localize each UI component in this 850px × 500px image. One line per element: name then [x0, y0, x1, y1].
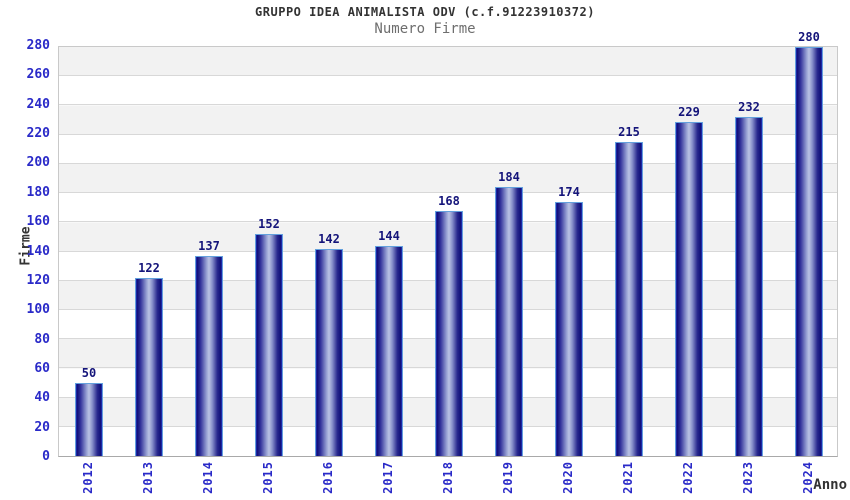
x-tick-2022: 2022 [658, 461, 718, 499]
bar-2019 [495, 187, 523, 456]
x-tick-2016: 2016 [298, 461, 358, 499]
bar-slot-2013: 122 [119, 47, 179, 456]
gridline [59, 133, 837, 135]
bar-slot-2012: 50 [59, 47, 119, 456]
y-tick-label: 180 [26, 184, 50, 200]
chart-title: GRUPPO IDEA ANIMALISTA ODV (c.f.91223910… [255, 5, 595, 19]
y-tick-label: 160 [26, 214, 50, 230]
y-tick-label: 120 [26, 272, 50, 288]
bar-2016 [315, 248, 343, 456]
chart-subtitle: Numero Firme [374, 21, 476, 37]
x-tick-2020: 2020 [538, 461, 598, 499]
bar-value-label: 137 [198, 238, 220, 253]
bar-2024 [795, 47, 823, 456]
bar-slot-2019: 184 [479, 47, 539, 456]
x-tick-label: 2014 [201, 461, 215, 494]
x-tick-label: 2012 [81, 461, 95, 494]
bar-value-label: 184 [498, 170, 520, 185]
bar-slot-2024: 280 [779, 30, 839, 456]
bar-value-label: 215 [618, 124, 640, 139]
x-tick-label: 2021 [621, 461, 635, 494]
x-tick-label: 2017 [381, 461, 395, 494]
bar-value-label: 122 [138, 260, 160, 275]
gridline [59, 104, 837, 106]
y-tick-label: 140 [26, 243, 50, 259]
x-tick-label: 2020 [561, 461, 575, 494]
x-tick-2014: 2014 [178, 461, 238, 499]
bar-2018 [435, 210, 463, 456]
x-tick-label: 2019 [501, 461, 515, 494]
y-tick-label: 200 [26, 155, 50, 171]
plot-area: 50 122 137 152 142 144 168 184 174 215 229 232 280 [58, 30, 839, 457]
gridline [59, 192, 837, 194]
y-tick-label: 280 [26, 38, 50, 53]
bar-2021 [615, 141, 643, 456]
x-tick-2015: 2015 [238, 461, 298, 499]
x-tick-2019: 2019 [478, 461, 538, 499]
bar-slot-2021: 215 [599, 47, 659, 456]
bar-value-label: 168 [438, 193, 460, 208]
x-axis-ticks: 2012 2013 2014 2015 2016 2017 2018 2019 2020 2021… [58, 461, 838, 499]
y-tick-label: 20 [34, 419, 50, 435]
bar-2014 [195, 255, 223, 456]
bar-slot-2016: 142 [299, 47, 359, 456]
y-tick-label: 220 [26, 126, 50, 142]
gridline [59, 162, 837, 164]
x-tick-2013: 2013 [118, 461, 178, 499]
bar-2022 [675, 121, 703, 456]
bar-slot-2020: 174 [539, 47, 599, 456]
y-tick-label: 40 [34, 390, 50, 406]
bar-2023 [735, 117, 763, 456]
x-tick-label: 2016 [321, 461, 335, 494]
x-tick-label: 2013 [141, 461, 155, 494]
bar-slot-2017: 144 [359, 47, 419, 456]
y-tick-label: 0 [42, 449, 50, 464]
x-tick-2021: 2021 [598, 461, 658, 499]
bar-2017 [375, 245, 403, 456]
bar-slot-2014: 137 [179, 47, 239, 456]
bar-value-label: 229 [678, 104, 700, 119]
bar-value-label: 152 [258, 216, 280, 231]
bar-value-label: 174 [558, 184, 580, 199]
x-tick-2012: 2012 [58, 461, 118, 499]
bar-2020 [555, 201, 583, 456]
bar-value-label: 232 [738, 100, 760, 115]
y-tick-label: 60 [34, 360, 50, 376]
x-tick-label: 2018 [441, 461, 455, 494]
bar-value-label: 144 [378, 228, 400, 243]
bar-value-label: 50 [81, 365, 97, 380]
bar-value-label: 142 [318, 231, 340, 246]
bar-slot-2018: 168 [419, 47, 479, 456]
bar-2013 [135, 277, 163, 456]
x-tick-2018: 2018 [418, 461, 478, 499]
y-tick-label: 80 [34, 331, 50, 347]
x-tick-label: 2023 [741, 461, 755, 494]
y-tick-label: 240 [26, 96, 50, 112]
bar-slot-2023: 232 [719, 47, 779, 456]
x-axis-title: Anno [813, 477, 847, 493]
x-tick-label: 2022 [681, 461, 695, 494]
x-tick-2023: 2023 [718, 461, 778, 499]
x-tick-2017: 2017 [358, 461, 418, 499]
bar-2012 [75, 382, 103, 456]
gridline [59, 75, 837, 77]
bar-slot-2015: 152 [239, 47, 299, 456]
y-tick-label: 100 [26, 302, 50, 318]
bar-2015 [255, 233, 283, 456]
bar-slot-2022: 229 [659, 47, 719, 456]
y-tick-label: 260 [26, 67, 50, 83]
x-tick-label: 2015 [261, 461, 275, 494]
bar-value-label: 280 [798, 30, 820, 44]
